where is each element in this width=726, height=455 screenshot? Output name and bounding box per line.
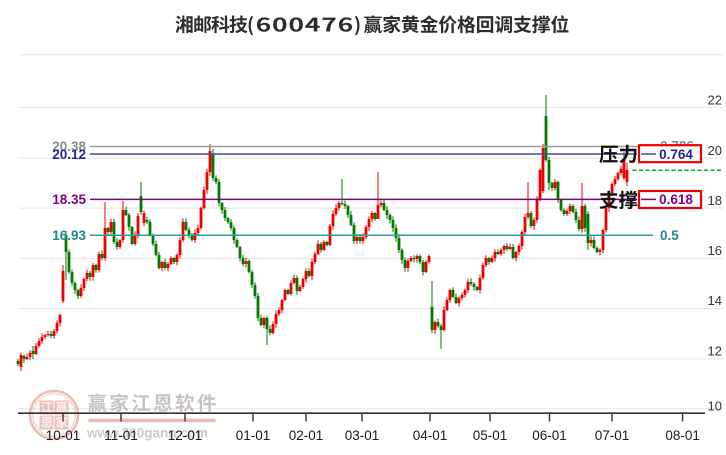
svg-text:06-01: 06-01 [532, 428, 567, 443]
svg-text:0.764: 0.764 [659, 147, 693, 162]
svg-text:20.12: 20.12 [52, 147, 86, 162]
svg-text:16.93: 16.93 [52, 228, 86, 243]
svg-text:11-01: 11-01 [104, 428, 138, 443]
svg-text:01-01: 01-01 [236, 428, 271, 443]
svg-text:22: 22 [708, 92, 722, 107]
svg-text:05-01: 05-01 [473, 428, 508, 443]
svg-text:04-01: 04-01 [413, 428, 448, 443]
svg-text:0.5: 0.5 [660, 228, 679, 243]
svg-text:20.38: 20.38 [52, 139, 86, 154]
svg-text:10-01: 10-01 [46, 428, 81, 443]
svg-text:14: 14 [708, 293, 722, 308]
svg-text:08-01: 08-01 [665, 428, 700, 443]
svg-text:20: 20 [708, 143, 722, 158]
svg-text:0.618: 0.618 [659, 192, 693, 207]
svg-text:18: 18 [708, 193, 722, 208]
svg-text:12: 12 [708, 344, 722, 359]
svg-text:www.360gann.com: www.360gann.com [86, 426, 208, 441]
svg-text:03-01: 03-01 [345, 428, 380, 443]
svg-text:18.35: 18.35 [52, 192, 86, 207]
svg-text:02-01: 02-01 [289, 428, 324, 443]
svg-text:16: 16 [708, 243, 722, 258]
svg-text:10: 10 [708, 399, 722, 414]
svg-text:07-01: 07-01 [595, 428, 630, 443]
svg-text:12-01: 12-01 [168, 428, 203, 443]
